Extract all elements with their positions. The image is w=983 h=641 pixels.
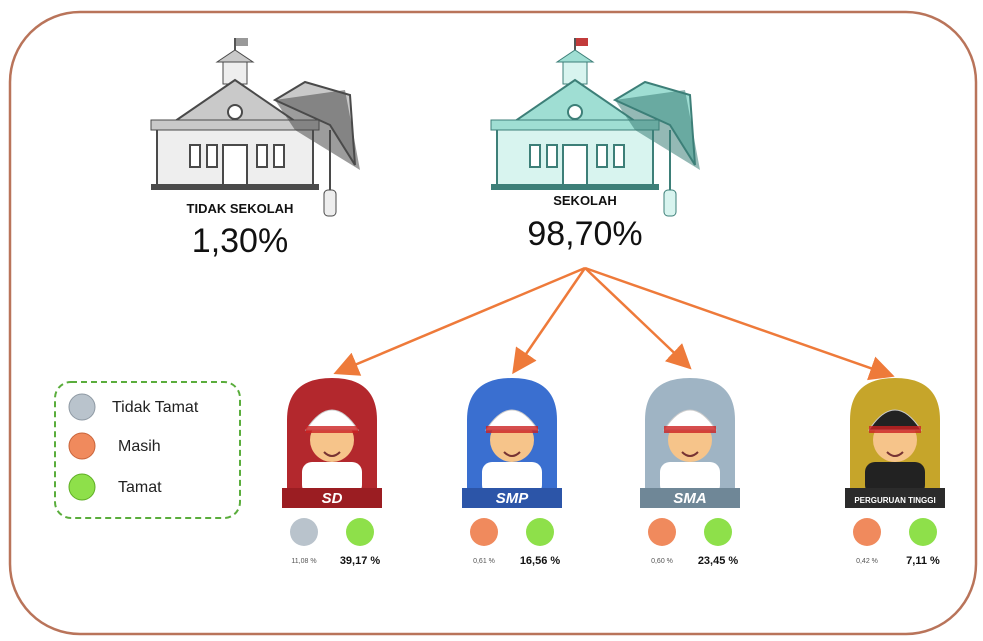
level-label: SMA <box>673 490 706 507</box>
arrow <box>585 268 688 366</box>
first-percent: 0,60 % <box>651 558 673 565</box>
tamat-percent: 23,45 % <box>698 555 739 567</box>
legend-label: Masih <box>118 438 161 455</box>
base <box>151 184 319 190</box>
tassel-end <box>324 190 336 216</box>
house <box>151 38 360 216</box>
infographic: TIDAK SEKOLAH 1,30% SEKOLAH 98,70% Tidak… <box>0 0 983 641</box>
level: SD 11,08 % 39,17 % <box>282 378 382 567</box>
level-label: SD <box>322 490 343 507</box>
houses <box>151 38 700 216</box>
window-round <box>228 105 242 119</box>
level: SMA 0,60 % 23,45 % <box>640 378 740 567</box>
house <box>491 38 700 216</box>
tamat-percent: 39,17 % <box>340 555 381 567</box>
legend-label: Tamat <box>118 479 162 496</box>
school-label: SEKOLAH <box>553 193 617 208</box>
legend-icon <box>69 394 95 420</box>
window <box>614 145 624 167</box>
status-icon <box>526 518 554 546</box>
window <box>207 145 217 167</box>
legend-label: Tidak Tamat <box>112 399 199 416</box>
levels: SD 11,08 % 39,17 % SMP 0,61 % 16,56 % SMA 0,60 … <box>282 378 945 567</box>
tower-roof <box>557 50 593 62</box>
cap-brim <box>869 426 921 433</box>
status-icon <box>470 518 498 546</box>
tassel-end <box>664 190 676 216</box>
status-icon <box>648 518 676 546</box>
tamat-percent: 16,56 % <box>520 555 561 567</box>
cap-brim <box>486 426 538 433</box>
cap-brim <box>306 426 358 433</box>
status-icon <box>290 518 318 546</box>
flag <box>236 38 248 46</box>
level-label: PERGURUAN TINGGI <box>854 496 935 505</box>
not-school-label: TIDAK SEKOLAH <box>187 201 294 216</box>
status-icon <box>704 518 732 546</box>
door <box>563 145 587 186</box>
first-percent: 0,61 % <box>473 558 495 565</box>
status-icon <box>853 518 881 546</box>
cap-brim <box>664 426 716 433</box>
tower-roof <box>217 50 253 62</box>
door <box>223 145 247 186</box>
first-percent: 0,42 % <box>856 558 878 565</box>
tamat-percent: 7,11 % <box>906 555 940 567</box>
level: SMP 0,61 % 16,56 % <box>462 378 562 567</box>
window <box>257 145 267 167</box>
window-round <box>568 105 582 119</box>
status-icon <box>909 518 937 546</box>
window <box>547 145 557 167</box>
window <box>190 145 200 167</box>
school-percent: 98,70% <box>527 215 642 253</box>
window <box>274 145 284 167</box>
base <box>491 184 659 190</box>
arrow <box>585 268 890 375</box>
not-school-percent: 1,30% <box>192 222 288 260</box>
status-icon <box>346 518 374 546</box>
legend-icon <box>69 474 95 500</box>
level: PERGURUAN TINGGI 0,42 % 7,11 % <box>845 378 945 567</box>
first-percent: 11,08 % <box>291 558 316 565</box>
window <box>530 145 540 167</box>
legend: Tidak Tamat Masih Tamat <box>55 382 240 518</box>
window <box>597 145 607 167</box>
flag <box>576 38 588 46</box>
level-label: SMP <box>496 490 530 507</box>
legend-icon <box>69 433 95 459</box>
arrows <box>338 268 890 375</box>
